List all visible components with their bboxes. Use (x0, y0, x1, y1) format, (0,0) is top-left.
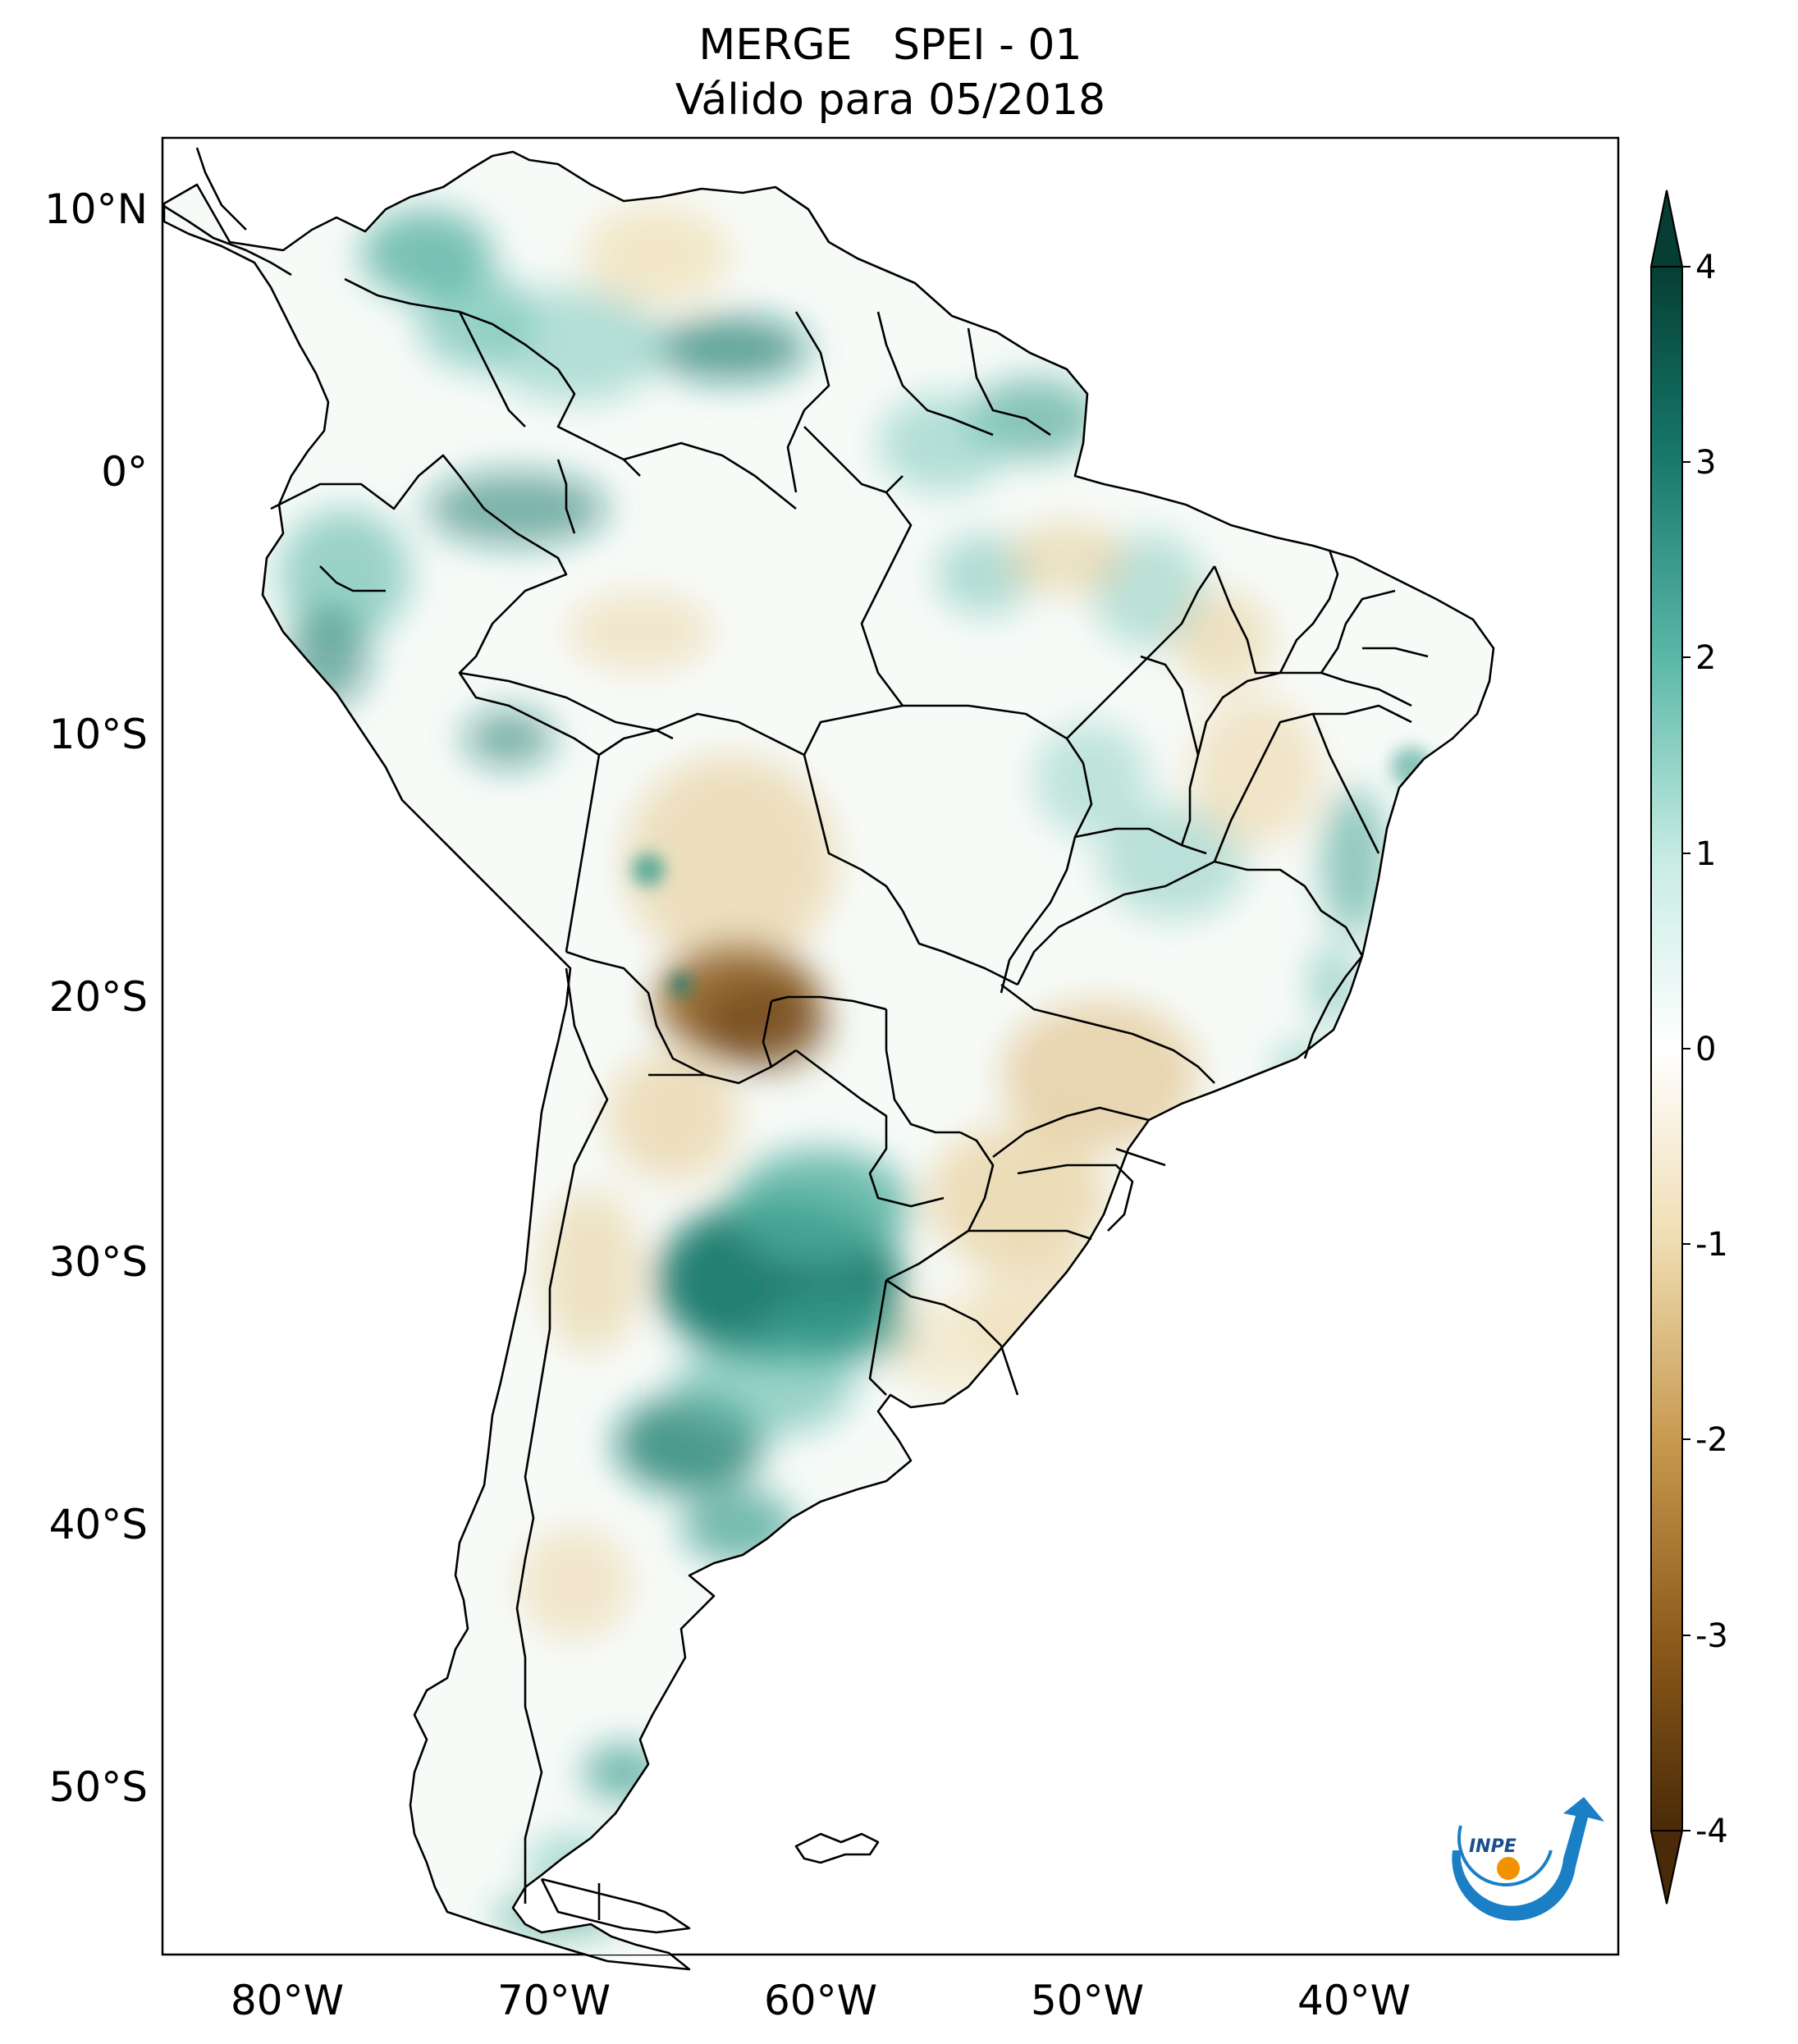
colorbar: 4 3 2 1 0 -1 -2 -3 -4 (1649, 190, 1728, 1905)
colorbar-label-0: 0 (1695, 1031, 1716, 1068)
colorbar-gradient (1651, 267, 1682, 1831)
lat-label-10N: 10°N (44, 185, 148, 233)
colorbar-label-2: 2 (1695, 639, 1716, 677)
map-title: MERGE SPEI - 01 (698, 21, 1082, 70)
lon-label-50W: 50°W (1031, 1977, 1144, 2024)
lon-label-80W: 80°W (231, 1977, 344, 2024)
colorbar-label-4: 4 (1695, 249, 1716, 286)
colorbar-label-1: 1 (1695, 835, 1716, 873)
colorbar-label-neg3: -3 (1695, 1617, 1728, 1655)
colorbar-extend-bottom (1649, 1830, 1684, 1905)
map-subtitle: Válido para 05/2018 (675, 75, 1106, 125)
inpe-logo: INPE (1452, 1797, 1604, 1921)
colorbar-label-3: 3 (1695, 444, 1716, 482)
political-boundaries (162, 147, 1495, 1971)
lat-label-50S: 50°S (49, 1763, 148, 1811)
lon-label-70W: 70°W (497, 1977, 611, 2024)
lat-label-20S: 20°S (49, 973, 148, 1021)
lat-label-10S: 10°S (49, 711, 148, 758)
colorbar-label-neg1: -1 (1695, 1226, 1728, 1264)
lon-label-60W: 60°W (764, 1977, 877, 2024)
colorbar-label-neg2: -2 (1695, 1421, 1728, 1459)
lon-axis-labels: 80°W 70°W 60°W 50°W 40°W (231, 1977, 1411, 2024)
lat-label-40S: 40°S (49, 1501, 148, 1548)
colorbar-label-neg4: -4 (1695, 1813, 1728, 1850)
lat-axis-labels: 10°N 0° 10°S 20°S 30°S 40°S 50°S (44, 185, 148, 1811)
inpe-logo-text: INPE (1469, 1836, 1517, 1857)
lon-label-40W: 40°W (1297, 1977, 1411, 2024)
colorbar-extend-top (1649, 190, 1684, 268)
lat-label-30S: 30°S (49, 1238, 148, 1286)
lat-label-0: 0° (101, 448, 148, 496)
